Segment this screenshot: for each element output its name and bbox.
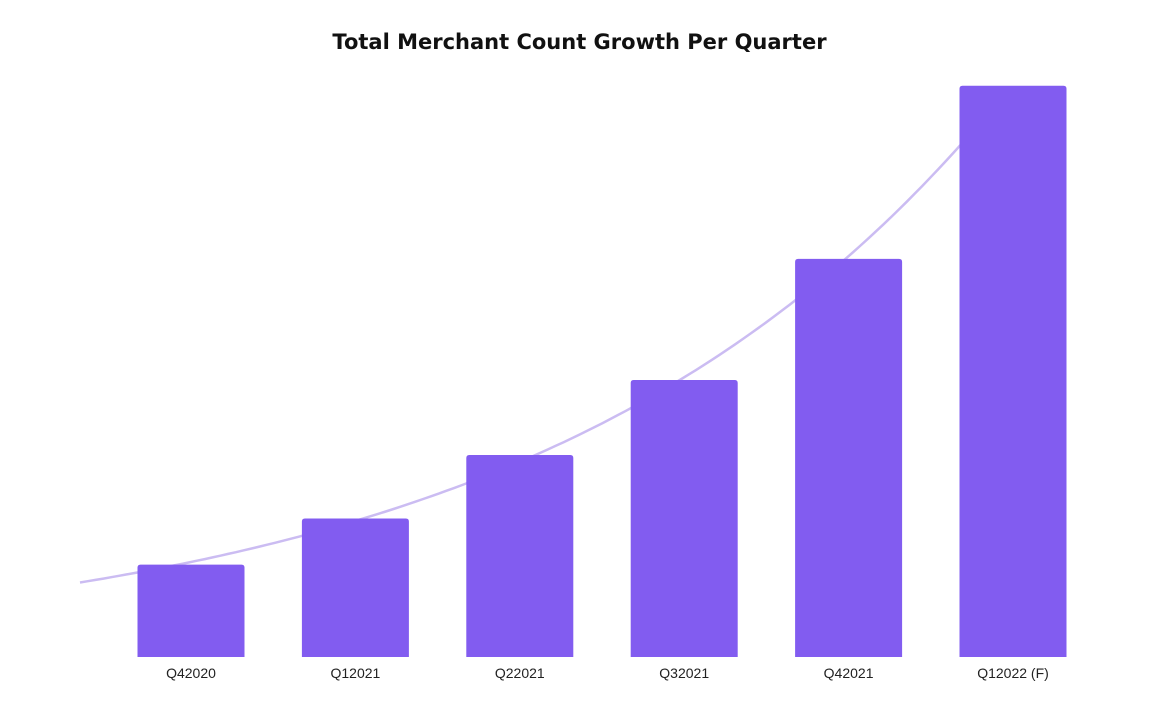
bar-q12021: [301, 518, 409, 657]
bar-q32021: [630, 380, 738, 657]
x-tick-label: Q32021: [659, 665, 709, 681]
bar-q22021: [466, 455, 574, 657]
bar-q42021: [795, 258, 903, 657]
x-tick-labels: Q42020 Q12021 Q22021 Q32021 Q42021 Q12022 (F): [166, 665, 1049, 681]
bars-group: [137, 85, 1067, 657]
x-tick-label: Q22021: [495, 665, 545, 681]
x-tick-label: Q12021: [330, 665, 380, 681]
x-tick-label: Q12022 (F): [977, 665, 1049, 681]
chart-title: Total Merchant Count Growth Per Quarter: [332, 30, 827, 54]
trend-line: [79, 87, 1010, 584]
bar-q12022-f: [959, 85, 1067, 657]
x-tick-label: Q42021: [824, 665, 874, 681]
bar-q42020: [137, 564, 245, 657]
x-tick-label: Q42020: [166, 665, 216, 681]
